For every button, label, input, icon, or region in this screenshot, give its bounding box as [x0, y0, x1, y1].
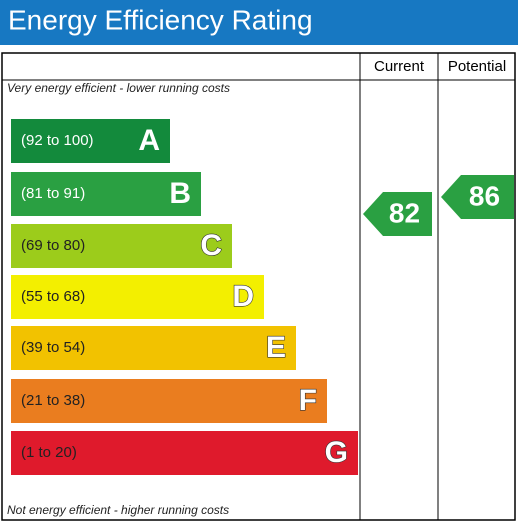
band-range: (92 to 100) [21, 132, 94, 149]
band-bar [11, 431, 358, 475]
potential-value: 86 [469, 180, 500, 211]
current-arrow [363, 192, 432, 236]
bands: (92 to 100) A (81 to 91) B (69 to 80) C (55 to… [11, 119, 358, 475]
bottom-note: Not energy efficient - higher running co… [7, 503, 229, 517]
band-bar [11, 379, 327, 423]
band-letter: G [325, 436, 348, 469]
potential-arrow [441, 175, 514, 219]
band-range: (21 to 38) [21, 392, 85, 409]
current-value: 82 [389, 197, 420, 228]
band-letter: A [138, 124, 160, 157]
column-header: Potential [448, 58, 506, 75]
table-border [1, 52, 516, 521]
band-range: (69 to 80) [21, 237, 85, 254]
band-bar [11, 172, 201, 216]
band-bar [11, 326, 296, 370]
band-bar [11, 224, 232, 268]
band-bar [11, 275, 264, 319]
band-letter: B [169, 177, 191, 210]
title-bar [0, 0, 518, 45]
band-range: (55 to 68) [21, 288, 85, 305]
band-bar [11, 119, 170, 163]
band-letter: C [200, 229, 222, 262]
column-header: Current [374, 58, 425, 75]
band-letter: E [266, 331, 286, 364]
top-note: Very energy efficient - lower running co… [7, 81, 230, 95]
band-range: (81 to 91) [21, 185, 85, 202]
band-letter: F [299, 384, 317, 417]
band-range: (39 to 54) [21, 339, 85, 356]
title: Energy Efficiency Rating [8, 4, 313, 35]
band-letter: D [232, 280, 254, 313]
arrows: 82 86 [363, 175, 514, 236]
band-range: (1 to 20) [21, 444, 77, 461]
